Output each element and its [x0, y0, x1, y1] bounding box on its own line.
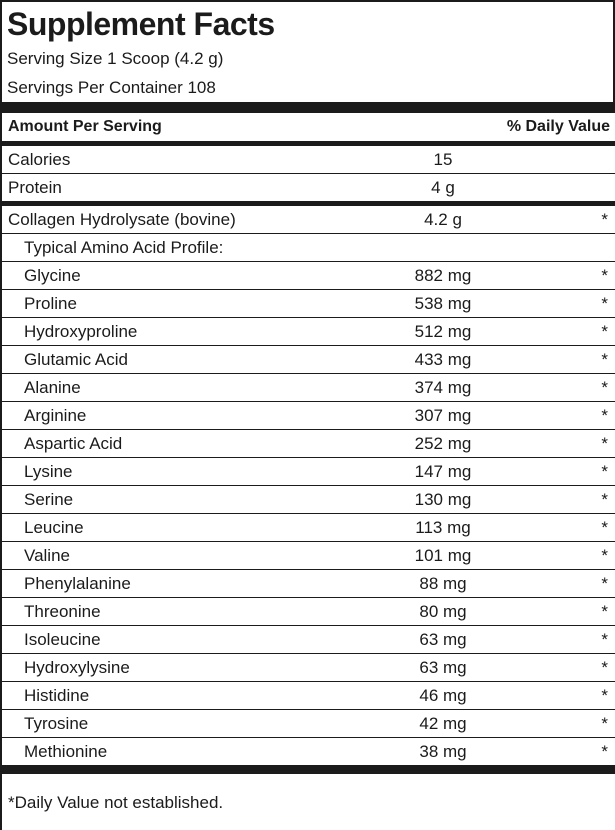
row-name: Aspartic Acid — [24, 433, 123, 453]
row-daily-value: * — [601, 601, 608, 621]
row-amount: 101 mg — [414, 545, 472, 565]
row-daily-value: * — [601, 517, 608, 537]
row-daily-value: * — [601, 573, 608, 593]
row-amount: 88 mg — [419, 573, 467, 593]
table-row: Aspartic Acid 252 mg * — [2, 429, 615, 457]
right-border-segment — [613, 2, 615, 112]
row-name: Typical Amino Acid Profile: — [24, 237, 224, 257]
row-amount: 80 mg — [419, 601, 467, 621]
row-amount: 512 mg — [414, 321, 472, 341]
row-name: Leucine — [24, 517, 84, 537]
table-row: Arginine 307 mg * — [2, 401, 615, 429]
footnote-text: *Daily Value not established. — [8, 793, 224, 812]
table-row: Typical Amino Acid Profile: — [2, 233, 615, 261]
row-daily-value: * — [601, 461, 608, 481]
row-name: Lysine — [24, 461, 73, 481]
row-name: Arginine — [24, 405, 87, 425]
serving-size-text: Serving Size 1 Scoop (4.2 g) — [7, 49, 224, 68]
row-name: Proline — [24, 293, 77, 313]
table-row: Isoleucine 63 mg * — [2, 625, 615, 653]
heavy-divider-bottom — [2, 765, 615, 774]
row-daily-value: * — [601, 265, 608, 285]
row-daily-value: * — [601, 657, 608, 677]
row-amount: 307 mg — [414, 405, 472, 425]
row-daily-value: * — [601, 741, 608, 761]
row-amount: 113 mg — [415, 517, 471, 537]
heavy-divider-top — [2, 102, 615, 113]
row-daily-value: * — [601, 293, 608, 313]
row-name: Hydroxyproline — [24, 321, 138, 341]
row-daily-value: * — [601, 321, 608, 341]
table-row: Hydroxylysine 63 mg * — [2, 653, 615, 681]
row-name: Calories — [8, 149, 71, 169]
row-name: Isoleucine — [24, 629, 101, 649]
row-daily-value: * — [601, 433, 608, 453]
row-name: Hydroxylysine — [24, 657, 130, 677]
row-daily-value: * — [601, 545, 608, 565]
row-amount: 433 mg — [414, 349, 472, 369]
row-daily-value: * — [601, 629, 608, 649]
facts-table: Calories 15 Protein 4 g Collagen Hydroly… — [2, 146, 615, 765]
row-name: Protein — [8, 177, 62, 197]
row-daily-value: * — [601, 489, 608, 509]
table-row: Calories 15 — [2, 146, 615, 173]
row-name: Serine — [24, 489, 74, 509]
row-amount: 15 — [433, 149, 453, 169]
table-row: Lysine 147 mg * — [2, 457, 615, 485]
table-row: Leucine 113 mg * — [2, 513, 615, 541]
row-amount: 130 mg — [414, 489, 472, 509]
table-row: Glycine 882 mg * — [2, 261, 615, 289]
row-daily-value: * — [601, 209, 608, 229]
row-name: Valine — [24, 545, 70, 565]
row-name: Methionine — [24, 741, 108, 761]
row-amount: 42 mg — [419, 713, 467, 733]
row-daily-value: * — [601, 405, 608, 425]
row-daily-value: * — [601, 713, 608, 733]
medium-divider — [2, 141, 615, 146]
table-row: Hydroxyproline 512 mg * — [2, 317, 615, 345]
table-row: Tyrosine 42 mg * — [2, 709, 615, 737]
table-row: Protein 4 g — [2, 173, 615, 201]
row-name: Histidine — [24, 685, 90, 705]
row-amount: 38 mg — [419, 741, 467, 761]
row-amount: 882 mg — [414, 265, 472, 285]
label-header: Supplement Facts Serving Size 1 Scoop (4… — [2, 2, 615, 102]
row-name: Alanine — [24, 377, 81, 397]
table-row: Serine 130 mg * — [2, 485, 615, 513]
row-daily-value: * — [601, 377, 608, 397]
row-amount: 4 g — [431, 177, 455, 197]
row-daily-value: * — [601, 349, 608, 369]
table-row: Proline 538 mg * — [2, 289, 615, 317]
table-row: Phenylalanine 88 mg * — [2, 569, 615, 597]
row-amount: 4.2 g — [424, 209, 462, 229]
row-name: Glutamic Acid — [24, 349, 128, 369]
row-name: Tyrosine — [24, 713, 89, 733]
row-amount: 63 mg — [419, 657, 467, 677]
amount-per-serving-header: Amount Per Serving — [8, 118, 162, 135]
row-amount: 374 mg — [414, 377, 472, 397]
row-name: Threonine — [24, 601, 101, 621]
row-amount: 252 mg — [414, 433, 472, 453]
table-row: Methionine 38 mg * — [2, 737, 615, 765]
table-row: Histidine 46 mg * — [2, 681, 615, 709]
table-row: Threonine 80 mg * — [2, 597, 615, 625]
row-amount: 46 mg — [419, 685, 467, 705]
row-name: Phenylalanine — [24, 573, 131, 593]
row-amount: 538 mg — [414, 293, 472, 313]
row-name: Glycine — [24, 265, 81, 285]
row-amount: 147 mg — [414, 461, 472, 481]
table-row: Collagen Hydrolysate (bovine) 4.2 g * — [2, 201, 615, 233]
row-amount: 63 mg — [419, 629, 467, 649]
daily-value-header: % Daily Value — [506, 118, 610, 135]
table-row: Alanine 374 mg * — [2, 373, 615, 401]
row-daily-value: * — [601, 685, 608, 705]
table-row: Glutamic Acid 433 mg * — [2, 345, 615, 373]
column-header-row: Amount Per Serving % Daily Value — [2, 113, 615, 141]
table-row: Valine 101 mg * — [2, 541, 615, 569]
servings-per-container-text: Servings Per Container 108 — [7, 78, 216, 97]
row-name: Collagen Hydrolysate (bovine) — [8, 209, 236, 229]
facts-title: Supplement Facts — [7, 6, 275, 42]
